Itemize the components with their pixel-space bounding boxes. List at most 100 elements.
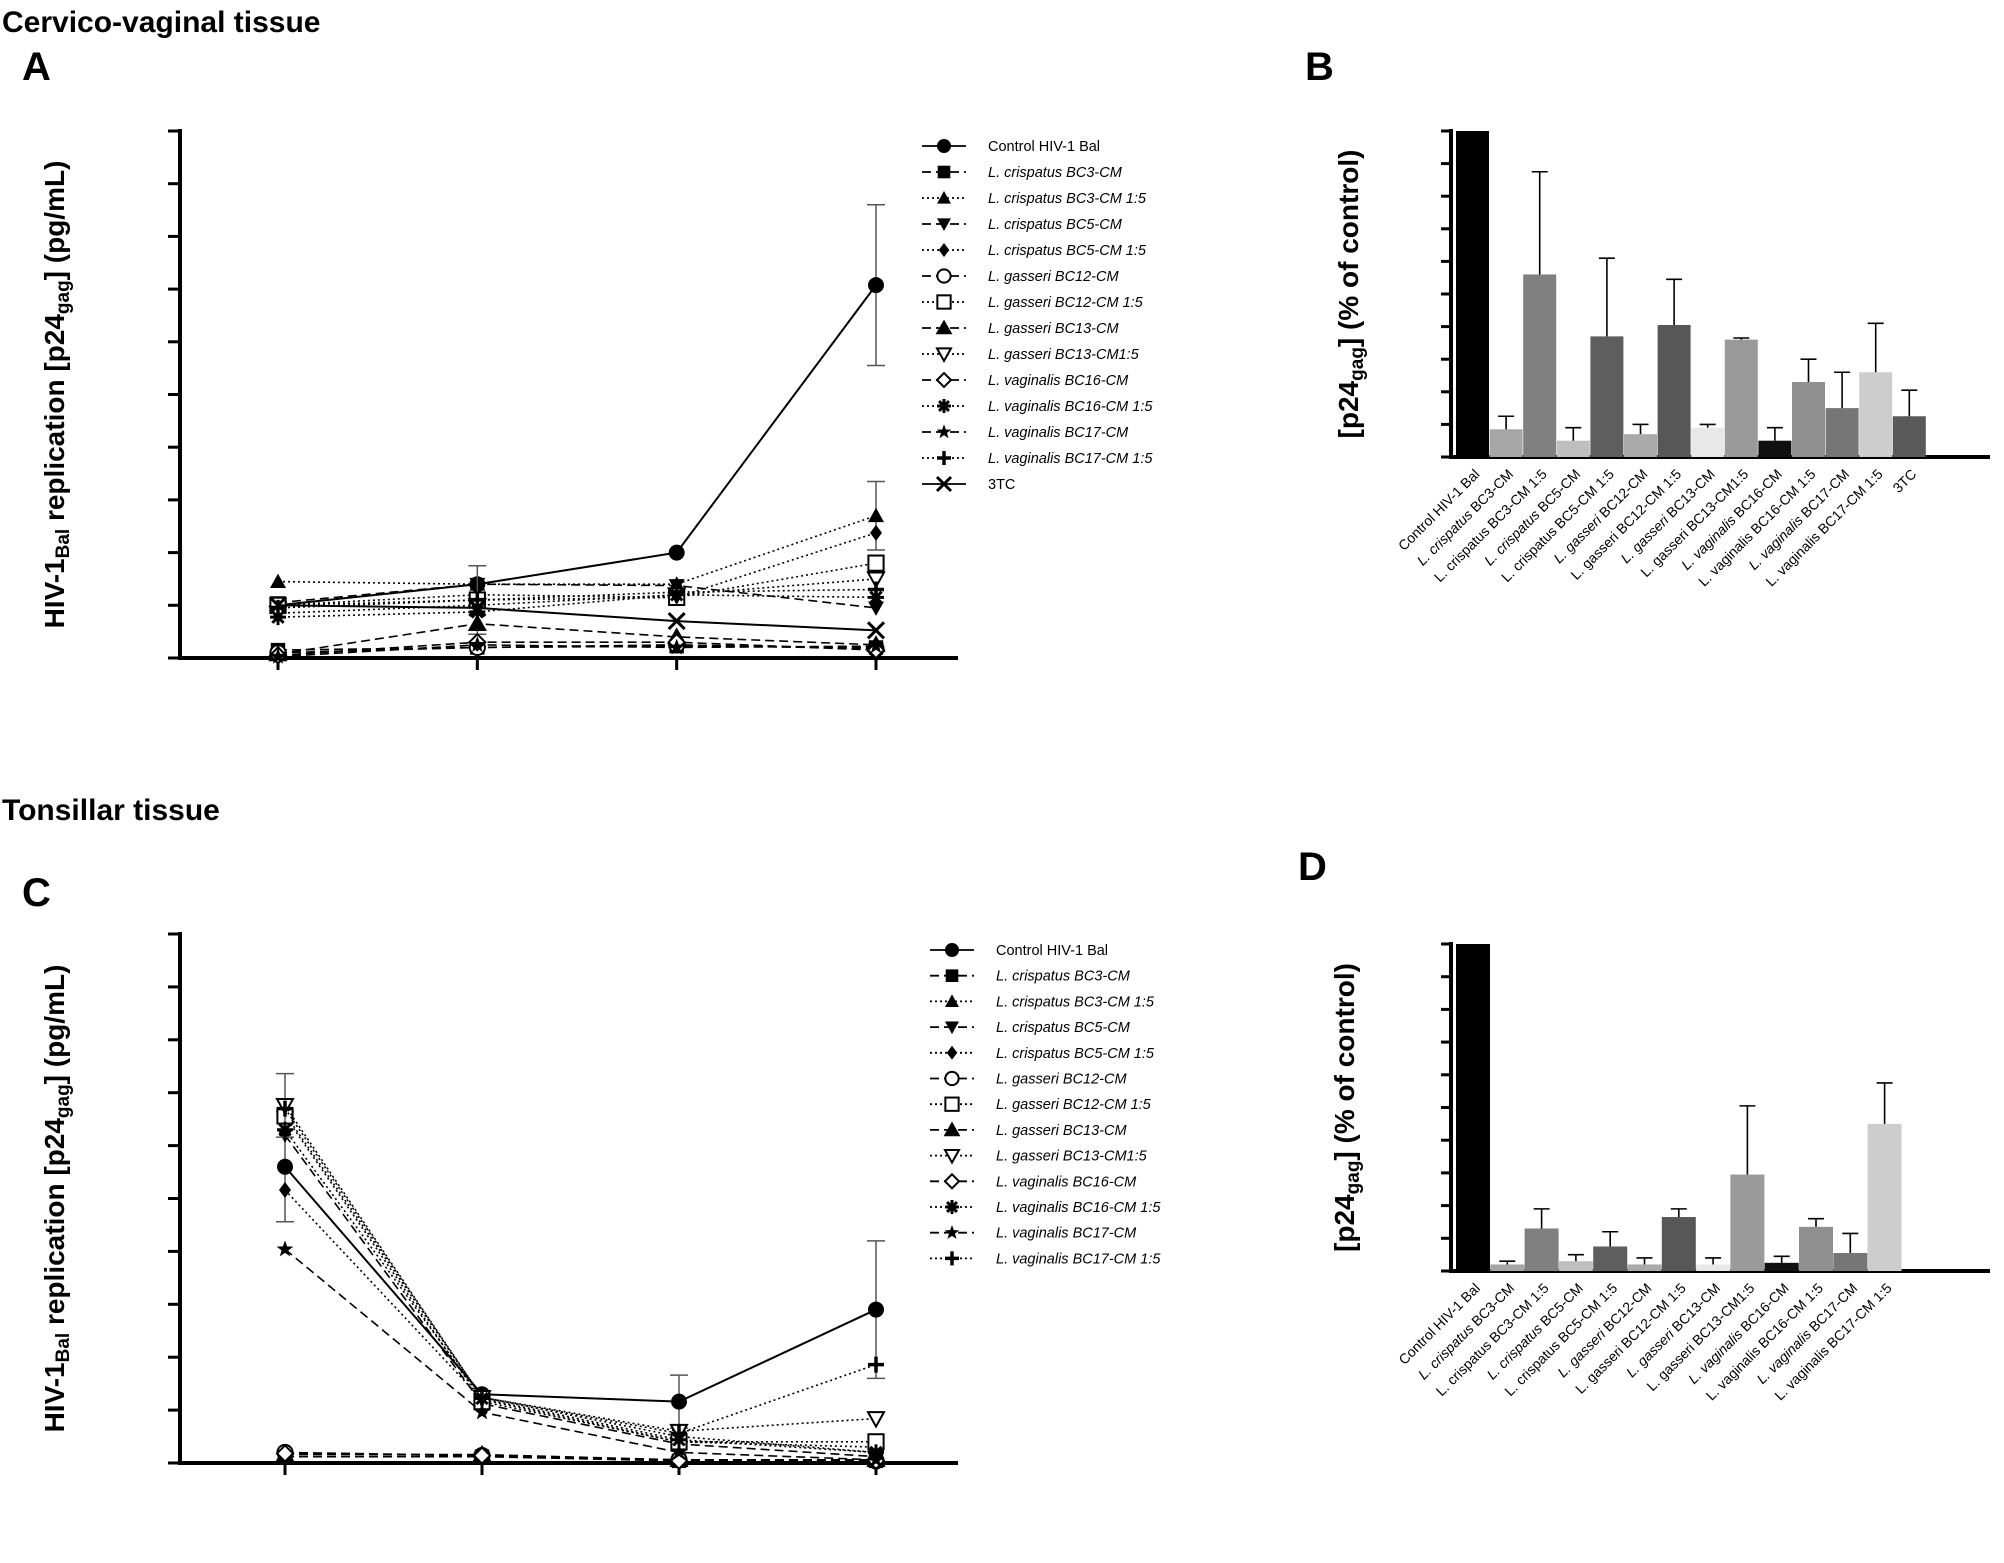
data-point xyxy=(469,603,486,620)
legend: Control HIV-1 Bal L. crispatus BC3-CM L. c… xyxy=(922,139,1153,493)
panel-letter-a: A xyxy=(22,45,51,89)
series-11 xyxy=(276,1240,885,1467)
bar xyxy=(1724,339,1758,457)
legend-label: L. vaginalis BC17-CM 1:5 xyxy=(988,451,1153,467)
data-point xyxy=(670,1443,688,1460)
data-point xyxy=(468,636,486,652)
data-point xyxy=(277,1158,293,1175)
series-0 xyxy=(270,204,885,614)
data-point xyxy=(868,581,884,598)
data-point xyxy=(867,1451,885,1467)
legend-marker xyxy=(936,268,952,284)
bar xyxy=(1489,429,1523,457)
data-point xyxy=(671,1393,687,1410)
data-point xyxy=(474,1389,490,1406)
series-10 xyxy=(277,1121,884,1461)
bar xyxy=(1825,408,1859,457)
series-line xyxy=(277,583,877,609)
legend-label: L. gasseri BC13-CM1:5 xyxy=(996,1149,1148,1165)
legend-label: L. gasseri BC12-CM 1:5 xyxy=(988,295,1144,311)
legend-marker xyxy=(938,243,950,257)
series-line xyxy=(277,644,877,658)
legend-label: L. crispatus BC3-CM 1:5 xyxy=(988,191,1147,207)
data-point xyxy=(866,571,886,590)
series-line xyxy=(284,1104,877,1433)
data-point xyxy=(270,609,286,626)
data-point xyxy=(667,612,686,631)
legend-marker xyxy=(935,371,953,389)
section-title-cervico-vaginal: Cervico-vaginal tissue xyxy=(2,6,320,39)
series-line xyxy=(284,1129,877,1454)
legend-marker xyxy=(937,218,951,231)
legend-marker xyxy=(935,319,953,335)
legend-marker xyxy=(945,994,959,1007)
data-point xyxy=(268,596,288,615)
bar xyxy=(1456,944,1490,1271)
series-line xyxy=(277,641,877,657)
data-point xyxy=(277,1121,293,1138)
series-2 xyxy=(277,1105,884,1459)
data-point xyxy=(668,638,686,655)
legend-marker xyxy=(937,139,951,153)
data-point xyxy=(269,647,287,664)
bar xyxy=(1490,1264,1525,1271)
bar xyxy=(1792,382,1825,457)
legend-label: 3TC xyxy=(988,477,1015,493)
y-axis-title: HIV-1Bal replication [p24gag] (pg/mL) xyxy=(39,161,74,629)
data-point xyxy=(868,1301,884,1318)
data-point xyxy=(868,507,884,523)
bar xyxy=(1799,1226,1833,1271)
series-line xyxy=(284,1108,877,1435)
legend-marker xyxy=(937,399,951,413)
bar xyxy=(1661,1217,1696,1271)
data-point xyxy=(277,1100,293,1117)
bar xyxy=(1764,1262,1799,1271)
legend-marker xyxy=(945,1021,959,1035)
legend-marker xyxy=(946,1045,958,1060)
legend-label: L. crispatus BC5-CM xyxy=(996,1020,1131,1036)
legend-marker xyxy=(937,191,951,204)
series-2 xyxy=(270,480,885,591)
bar xyxy=(1859,372,1893,457)
bar xyxy=(1627,1264,1662,1271)
chart-d-bar: [p24gag] (% of control)Control HIV-1 Bal… xyxy=(1329,942,1990,1403)
data-point xyxy=(668,584,685,601)
series-13 xyxy=(268,596,886,640)
series-line xyxy=(277,604,877,632)
legend-label: Control HIV-1 Bal xyxy=(996,943,1108,959)
series-4 xyxy=(279,1182,882,1456)
legend-marker xyxy=(943,1121,961,1137)
data-point xyxy=(468,598,487,617)
bar xyxy=(1593,1246,1628,1271)
data-point xyxy=(866,1411,886,1429)
series-line xyxy=(277,588,877,609)
legend-marker xyxy=(936,294,952,310)
data-point xyxy=(868,277,884,294)
legend-marker xyxy=(943,1172,961,1190)
data-point xyxy=(276,1240,294,1257)
y-axis-title-line2: [p24gag] (% of control) xyxy=(1333,150,1368,439)
series-line xyxy=(284,1115,876,1443)
legend-label: L. crispatus BC5-CM 1:5 xyxy=(996,1046,1155,1062)
legend-label: L. gasseri BC13-CM xyxy=(996,1123,1127,1139)
bar xyxy=(1456,131,1489,457)
data-point xyxy=(270,599,286,616)
series-12 xyxy=(277,1100,884,1442)
legend-label: L. crispatus BC3-CM 1:5 xyxy=(996,994,1155,1010)
legend-label: L. gasseri BC12-CM xyxy=(996,1072,1127,1088)
series-7 xyxy=(268,614,886,662)
series-3 xyxy=(277,1128,884,1465)
legend-label: L. gasseri BC13-CM xyxy=(988,321,1119,337)
data-point xyxy=(668,544,685,561)
legend-marker xyxy=(945,969,959,982)
series-line xyxy=(284,1248,877,1461)
series-line xyxy=(284,1452,876,1462)
y-axis-title-line2: [p24gag] (% of control) xyxy=(1329,963,1364,1252)
panel-letter-d: D xyxy=(1298,845,1327,889)
bar xyxy=(1624,434,1657,457)
bar xyxy=(1833,1253,1868,1271)
legend-label: L. crispatus BC5-CM 1:5 xyxy=(988,243,1147,259)
panel-letter-c: C xyxy=(22,871,51,915)
legend-marker xyxy=(944,1225,960,1239)
